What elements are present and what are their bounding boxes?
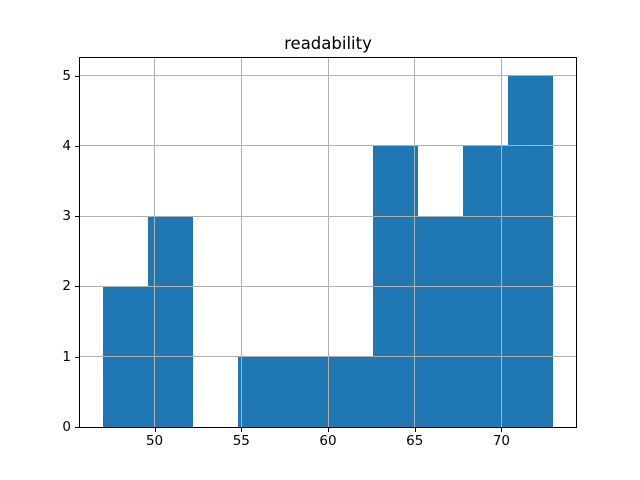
y-gridline	[80, 426, 576, 427]
y-tick	[75, 145, 79, 147]
x-tick-label: 60	[319, 433, 337, 449]
histogram-bar	[328, 356, 374, 427]
x-tick-label: 65	[406, 433, 424, 449]
y-tick-label: 1	[62, 348, 71, 365]
x-gridline	[154, 58, 156, 427]
y-tick	[75, 427, 79, 428]
y-tick-label: 3	[62, 208, 71, 225]
y-tick-label: 4	[62, 137, 71, 154]
y-tick-label: 2	[62, 278, 71, 295]
x-tick	[154, 428, 156, 432]
histogram-bar	[418, 216, 464, 427]
x-tick-label: 55	[232, 433, 250, 449]
y-tick-label: 5	[62, 67, 71, 84]
y-tick-label: 0	[62, 419, 71, 435]
histogram-bar	[508, 75, 554, 427]
y-tick	[75, 356, 79, 358]
y-tick	[75, 75, 79, 77]
x-tick	[414, 428, 416, 432]
x-gridline	[327, 58, 329, 427]
y-gridline	[80, 285, 576, 287]
x-gridline	[414, 58, 416, 427]
y-gridline	[80, 145, 576, 147]
x-tick	[241, 428, 243, 432]
y-tick	[75, 216, 79, 218]
y-gridline	[80, 75, 576, 77]
y-tick	[75, 286, 79, 288]
x-tick	[328, 428, 329, 432]
x-tick	[501, 428, 503, 432]
histogram-bar	[282, 356, 328, 427]
histogram-bar	[237, 356, 283, 427]
chart-title: readability	[284, 34, 372, 53]
y-gridline	[80, 356, 576, 358]
x-tick-label: 50	[145, 433, 164, 449]
x-gridline	[240, 58, 242, 427]
plot-area	[79, 57, 577, 428]
histogram-bar	[147, 216, 193, 427]
y-gridline	[80, 215, 576, 217]
x-gridline	[500, 58, 502, 427]
x-tick-label: 70	[492, 433, 511, 449]
